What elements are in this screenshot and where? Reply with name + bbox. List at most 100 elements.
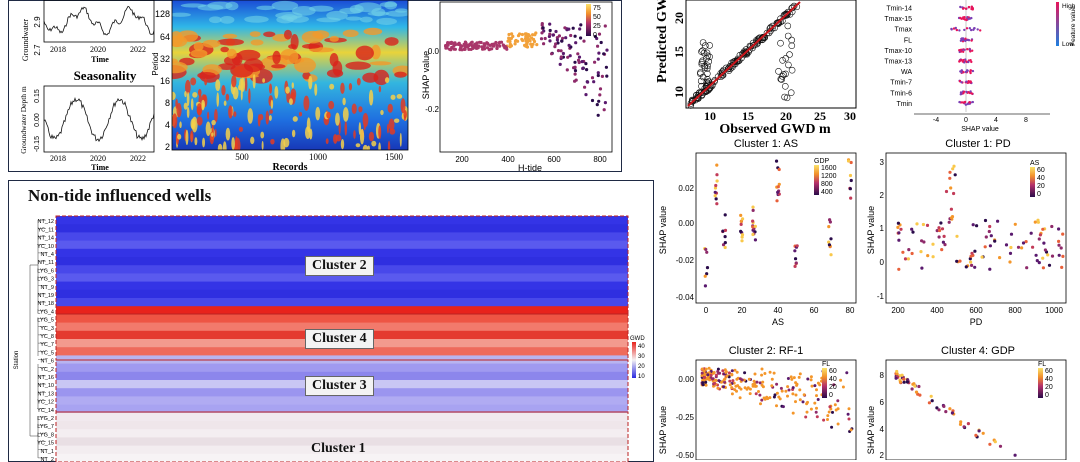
rf-point	[747, 377, 751, 381]
wavelet-power-streak	[329, 83, 335, 90]
rf-ylabel: SHAP value	[658, 406, 668, 454]
heatmap-row	[56, 248, 628, 258]
pred-obs-point	[724, 65, 732, 73]
year-tick-2020: 2020	[90, 45, 106, 54]
htide-point	[598, 93, 602, 97]
feature-shap-point	[965, 27, 969, 30]
pd-point	[907, 248, 911, 252]
pd-point	[1021, 241, 1026, 245]
wavelet-power-streak	[221, 85, 226, 96]
rf-point	[728, 379, 732, 383]
station-label: LYG_8	[37, 432, 54, 438]
gdp-point	[993, 440, 997, 444]
gwd-tick-20: 20	[638, 364, 645, 370]
rf-point	[784, 389, 788, 393]
feature-shap-point	[963, 100, 967, 104]
feature-shap-point	[964, 58, 967, 61]
htide-point	[566, 55, 570, 59]
gdp-point	[905, 380, 909, 384]
wavelet-power-streak	[172, 91, 176, 101]
pred-obs-point	[697, 89, 705, 97]
rf-legend-60: 60	[829, 368, 837, 375]
as-point	[777, 167, 781, 172]
pd-point	[958, 259, 962, 263]
rf-point	[833, 403, 837, 407]
wavelet-power-streak	[371, 140, 377, 147]
wavelet-power-streak	[358, 106, 363, 113]
rf-point	[836, 399, 840, 403]
rf-point	[727, 375, 731, 379]
pred-obs-point	[775, 68, 782, 75]
wavelet-power-streak	[314, 83, 318, 96]
pd-xtick-800: 800	[1008, 306, 1022, 315]
pd-point	[938, 228, 942, 233]
pred-ylabel: Predicted GW	[655, 0, 670, 83]
tick-2-9: 2.9	[33, 16, 42, 28]
pd-point	[1037, 261, 1041, 265]
gwd-colorbar	[632, 342, 636, 378]
wavelet-power-streak	[214, 128, 217, 137]
rf-point	[713, 378, 717, 382]
pd-point	[955, 234, 959, 238]
as-point	[848, 187, 852, 191]
htide-point	[516, 39, 520, 43]
wavelet-power-streak	[306, 117, 311, 133]
rf-point	[815, 406, 818, 410]
htide-points	[444, 22, 609, 117]
pred-obs-point	[706, 53, 713, 61]
wavelet-power-streak	[262, 78, 266, 83]
heatmap-row	[56, 347, 628, 356]
gdp-point	[977, 429, 981, 433]
as-point	[740, 239, 744, 243]
wavelet-power-blob	[220, 46, 229, 53]
rf-point	[748, 392, 752, 396]
htide-point	[518, 32, 522, 36]
htide-xtick-200: 200	[455, 155, 469, 164]
pd-point	[920, 266, 924, 270]
wavelet-power-band	[367, 11, 390, 16]
as-ytick-000: 0.00	[678, 219, 694, 228]
as-legend-title: GDP	[814, 158, 830, 165]
rf-point	[763, 372, 767, 375]
htide-point	[576, 52, 580, 56]
htide-point	[569, 33, 573, 38]
seasonality-line	[43, 97, 155, 143]
as-point	[849, 196, 853, 200]
pd-point	[989, 234, 993, 238]
as-point	[739, 222, 743, 226]
htide-point	[529, 42, 533, 46]
rf-point	[839, 378, 843, 382]
wavelet-power-streak	[233, 111, 237, 118]
feature-shap-point	[960, 71, 963, 74]
rf-point	[758, 393, 762, 397]
pd-point	[968, 257, 972, 261]
wavelet-power-blob	[193, 41, 204, 51]
pd-point	[903, 257, 908, 261]
pd-point	[935, 229, 939, 233]
rf-point	[717, 379, 721, 383]
pd-point	[926, 254, 930, 258]
gdp-point	[913, 384, 917, 388]
htide-point	[506, 39, 510, 43]
feature-shap-point	[968, 17, 971, 20]
wavelet-power-blob	[363, 27, 383, 36]
rf-point	[761, 380, 765, 384]
rf-point	[813, 401, 817, 405]
wavelet-power-blob	[394, 71, 407, 78]
as-point	[776, 185, 780, 189]
htide-point	[467, 47, 471, 52]
station-label: LYG_2	[37, 416, 54, 422]
as-point	[721, 229, 725, 233]
gdp-point	[929, 394, 933, 398]
htide-point	[577, 55, 582, 59]
htide-point	[583, 85, 587, 89]
pd-point	[944, 189, 949, 194]
rf-point	[834, 408, 838, 412]
wavelet-power-band	[349, 4, 364, 14]
rf-point	[831, 410, 834, 414]
feature-shap-point	[960, 37, 964, 40]
pd-point	[1009, 245, 1013, 250]
rf-point	[754, 392, 758, 396]
feature-shap-point	[959, 48, 963, 51]
htide-point	[448, 47, 452, 51]
